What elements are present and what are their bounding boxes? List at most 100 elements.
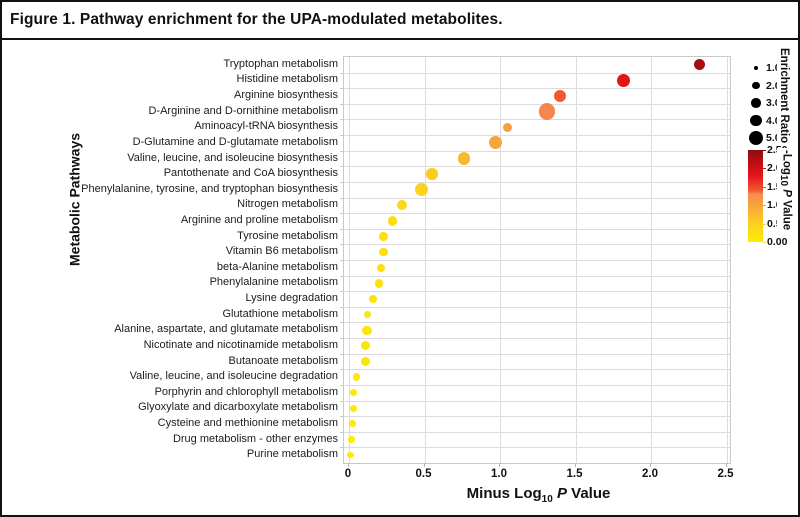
gridline-vertical bbox=[651, 57, 652, 463]
pathway-label: Valine, leucine, and isoleucine degradat… bbox=[129, 370, 338, 383]
x-axis-title: Minus Log10 P Value bbox=[406, 485, 671, 505]
colorbar-gradient bbox=[748, 150, 763, 242]
gridline-vertical bbox=[575, 57, 577, 463]
data-point bbox=[348, 420, 356, 428]
gridline-horizontal bbox=[344, 322, 730, 324]
size-legend-dot bbox=[750, 114, 762, 127]
size-legend-label: 1.0 bbox=[766, 62, 781, 74]
data-point bbox=[375, 279, 384, 288]
pathway-label: Tryptophan metabolism bbox=[223, 57, 338, 70]
y-axis-tick-mark bbox=[340, 197, 344, 199]
y-axis-tick-mark bbox=[340, 291, 344, 293]
data-point bbox=[360, 356, 371, 367]
gridline-horizontal bbox=[344, 244, 730, 246]
y-axis-tick-mark bbox=[340, 103, 344, 105]
gridline-horizontal bbox=[344, 306, 730, 308]
x-axis-tick-label: 1.0 bbox=[491, 468, 507, 480]
data-point bbox=[388, 216, 398, 226]
y-axis-tick-mark bbox=[340, 150, 344, 152]
y-axis-tick-mark bbox=[340, 166, 344, 168]
y-axis-tick-mark bbox=[340, 119, 344, 121]
figure-title: Figure 1. Pathway enrichment for the UPA… bbox=[10, 11, 503, 28]
pathway-label: Phenylalanine metabolism bbox=[209, 276, 338, 289]
pathway-label: Drug metabolism - other enzymes bbox=[172, 432, 338, 445]
pathway-label: Pantothenate and CoA biosynthesis bbox=[163, 167, 338, 180]
pathway-label: Valine, leucine, and isoleucine biosynth… bbox=[127, 151, 338, 164]
x-axis-title-p: P bbox=[552, 485, 567, 502]
colorbar-title: -Log10 P Value bbox=[777, 148, 794, 233]
y-axis-tick-mark bbox=[340, 338, 344, 340]
colorbar-tick-mark bbox=[763, 168, 766, 170]
x-axis-tick-label: 0.5 bbox=[415, 468, 432, 480]
pathway-label: Histidine metabolism bbox=[236, 73, 338, 86]
y-axis-tick-mark bbox=[340, 369, 344, 371]
pathway-label: Lysine degradation bbox=[245, 292, 338, 305]
data-point bbox=[693, 59, 705, 71]
colorbar-title-subscript: 10 bbox=[778, 174, 789, 187]
gridline-horizontal bbox=[344, 369, 730, 371]
pathway-label: Alanine, aspartate, and glutamate metabo… bbox=[114, 323, 338, 336]
data-point bbox=[457, 152, 470, 165]
pathway-label: Arginine and proline metabolism bbox=[180, 213, 338, 226]
gridline-horizontal bbox=[344, 135, 730, 137]
x-axis-tick-mark bbox=[574, 463, 576, 467]
y-axis-labels: Tryptophan metabolism Histidine metabolis… bbox=[2, 56, 338, 462]
colorbar-tick-mark bbox=[763, 205, 766, 207]
data-point bbox=[488, 136, 502, 150]
x-axis-title-text: Minus Log bbox=[466, 485, 542, 502]
data-point bbox=[363, 311, 371, 319]
colorbar: 2.502.001.501.000.500.00 bbox=[748, 144, 787, 248]
data-point bbox=[361, 341, 371, 351]
pathway-label: Phenylalanine, tyrosine, and tryptophan … bbox=[81, 182, 338, 195]
pathway-label: Cysteine and methionine metabolism bbox=[157, 416, 338, 429]
data-point bbox=[376, 263, 385, 272]
gridline-horizontal bbox=[344, 88, 730, 90]
x-axis-tick-label: 2.5 bbox=[717, 468, 734, 480]
pathway-label: beta-Alanine metabolism bbox=[216, 260, 338, 273]
data-point bbox=[379, 232, 389, 241]
pathway-label: Vitamin B6 metabolism bbox=[225, 245, 338, 258]
gridline-horizontal bbox=[344, 72, 730, 74]
data-point bbox=[348, 436, 355, 443]
x-axis-tick-label: 0 bbox=[344, 468, 352, 480]
pathway-label: D-Arginine and D-ornithine metabolism bbox=[148, 104, 338, 117]
pathway-label: Glyoxylate and dicarboxylate metabolism bbox=[138, 401, 338, 414]
colorbar-tick-mark bbox=[763, 150, 766, 151]
x-axis-title-suffix: Value bbox=[566, 485, 611, 502]
y-axis-tick-mark bbox=[340, 322, 344, 324]
y-axis-tick-mark bbox=[340, 228, 344, 230]
y-axis-tick-mark bbox=[340, 416, 344, 418]
title-bar: Figure 1. Pathway enrichment for the UPA… bbox=[2, 2, 798, 40]
data-point bbox=[554, 90, 567, 103]
pathway-label: Glutathione metabolism bbox=[222, 307, 338, 320]
pathway-label: Porphyrin and chlorophyll metabolism bbox=[154, 385, 338, 398]
gridline-vertical bbox=[726, 57, 728, 463]
gridline-horizontal bbox=[344, 384, 730, 386]
data-point bbox=[369, 295, 377, 303]
size-legend: 1.0 2.0 3.0 4.0 5.0 bbox=[738, 56, 788, 148]
y-axis-tick-mark bbox=[340, 135, 344, 137]
y-axis-tick-mark bbox=[340, 260, 344, 261]
data-point bbox=[538, 103, 555, 120]
data-point bbox=[502, 122, 513, 133]
gridline-horizontal bbox=[344, 213, 730, 215]
pathway-label: D-Glutamine and D-glutamate metabolism bbox=[132, 135, 338, 148]
data-point bbox=[362, 325, 372, 336]
x-axis-title-subscript: 10 bbox=[541, 494, 553, 505]
data-point bbox=[414, 183, 429, 197]
gridline-horizontal bbox=[344, 447, 730, 449]
data-point bbox=[347, 451, 354, 459]
size-legend-title: Enrichment Ratio bbox=[777, 46, 791, 146]
data-point bbox=[350, 404, 357, 412]
gridline-horizontal bbox=[344, 291, 730, 293]
y-axis-tick-mark bbox=[340, 181, 344, 183]
x-axis-tick-mark bbox=[725, 463, 727, 467]
y-axis-tick-mark bbox=[340, 400, 344, 402]
x-axis-tick-label: 1.5 bbox=[566, 468, 583, 480]
x-axis-tick-label: 2.0 bbox=[642, 468, 658, 480]
gridline-horizontal bbox=[344, 260, 730, 261]
y-axis-tick-mark bbox=[340, 306, 344, 308]
colorbar-tick-label: 0.00 bbox=[767, 236, 788, 248]
colorbar-title-suffix: Value bbox=[780, 196, 793, 231]
